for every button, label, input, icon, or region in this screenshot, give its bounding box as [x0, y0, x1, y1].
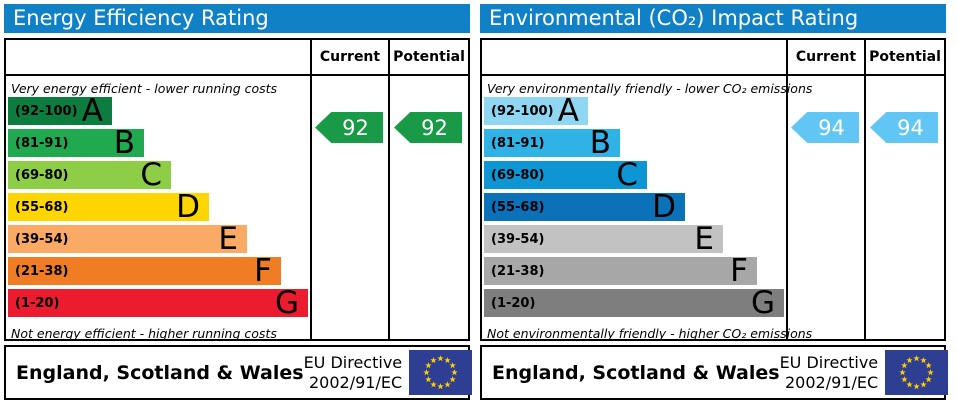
band-f: (21-38) F: [8, 253, 281, 289]
panel-footer: England, Scotland & Wales EU Directive 2…: [480, 345, 949, 400]
eu-directive-line1: EU Directive: [303, 353, 403, 373]
band-d: (55-68) D: [484, 189, 685, 225]
environmental-rating-table: Current Potential Very environmentally f…: [480, 38, 946, 341]
band-letter: G: [750, 285, 775, 321]
band-e: (39-54) E: [8, 221, 247, 257]
band-range: (1-20): [491, 295, 536, 311]
eu-flag-icon: [409, 350, 473, 395]
band-a: (92-100) A: [484, 93, 588, 129]
region-label: England, Scotland & Wales: [16, 361, 304, 384]
current-column-header: Current: [319, 49, 381, 65]
band-b: (81-91) B: [8, 125, 144, 161]
energy-rating-table: Current Potential Very energy efficient …: [4, 38, 470, 341]
band-g: (1-20) G: [484, 285, 784, 321]
column-divider: [388, 40, 390, 339]
band-range: (21-38): [491, 263, 545, 279]
band-range: (81-91): [15, 135, 69, 151]
top-caption: Very environmentally friendly - lower CO…: [487, 81, 813, 96]
band-e: (39-54) E: [484, 221, 723, 257]
band-range: (92-100): [15, 103, 78, 119]
band-range: (39-54): [491, 231, 545, 247]
panel-footer: England, Scotland & Wales EU Directive 2…: [4, 345, 473, 400]
band-letter: C: [616, 157, 638, 193]
current-rating-arrow: 94: [791, 112, 859, 143]
band-letter: F: [254, 253, 272, 289]
panel-title: Energy Efficiency Rating: [4, 4, 470, 33]
band-range: (81-91): [491, 135, 545, 151]
current-rating-arrow: 92: [315, 112, 383, 143]
band-range: (1-20): [15, 295, 60, 311]
column-divider: [786, 40, 788, 339]
potential-rating-arrow: 92: [394, 112, 462, 143]
bottom-caption: Not energy efficient - higher running co…: [11, 326, 277, 341]
band-f: (21-38) F: [484, 253, 757, 289]
header-divider: [6, 74, 468, 76]
band-g: (1-20) G: [8, 285, 308, 321]
eu-directive-line2: 2002/91/EC: [785, 372, 879, 392]
band-range: (55-68): [491, 199, 545, 215]
band-d: (55-68) D: [8, 189, 209, 225]
band-c: (69-80) C: [484, 157, 647, 193]
potential-rating-arrow: 94: [870, 112, 938, 143]
top-caption: Very energy efficient - lower running co…: [11, 81, 278, 96]
band-range: (21-38): [15, 263, 69, 279]
band-range: (92-100): [491, 103, 554, 119]
eu-directive-line2: 2002/91/EC: [309, 372, 403, 392]
band-range: (69-80): [491, 167, 545, 183]
band-letter: C: [140, 157, 162, 193]
band-b: (81-91) B: [484, 125, 620, 161]
bottom-caption: Not environmentally friendly - higher CO…: [487, 326, 813, 341]
band-letter: A: [81, 93, 103, 129]
band-range: (55-68): [15, 199, 69, 215]
band-letter: D: [176, 189, 200, 225]
band-range: (69-80): [15, 167, 69, 183]
environmental-impact-panel: Environmental (CO₂) Impact Rating Curren…: [480, 4, 949, 400]
band-letter: A: [557, 93, 579, 129]
current-column-header: Current: [795, 49, 857, 65]
eu-directive-line1: EU Directive: [779, 353, 879, 373]
energy-efficiency-panel: Energy Efficiency Rating Current Potenti…: [4, 4, 473, 400]
band-c: (69-80) C: [8, 157, 171, 193]
column-divider: [310, 40, 312, 339]
eu-directive-label: EU Directive 2002/91/EC: [304, 353, 403, 391]
region-label: England, Scotland & Wales: [492, 361, 780, 384]
band-letter: E: [694, 221, 714, 257]
band-range: (39-54): [15, 231, 69, 247]
eu-directive-label: EU Directive 2002/91/EC: [780, 353, 879, 391]
header-divider: [482, 74, 944, 76]
band-letter: B: [113, 125, 135, 161]
band-letter: G: [274, 285, 299, 321]
band-letter: F: [730, 253, 748, 289]
band-a: (92-100) A: [8, 93, 112, 129]
band-letter: D: [652, 189, 676, 225]
band-letter: B: [589, 125, 611, 161]
potential-column-header: Potential: [869, 49, 941, 65]
eu-flag-icon: [885, 350, 949, 395]
panel-title: Environmental (CO₂) Impact Rating: [480, 4, 946, 33]
band-letter: E: [218, 221, 238, 257]
column-divider: [864, 40, 866, 339]
potential-column-header: Potential: [393, 49, 465, 65]
